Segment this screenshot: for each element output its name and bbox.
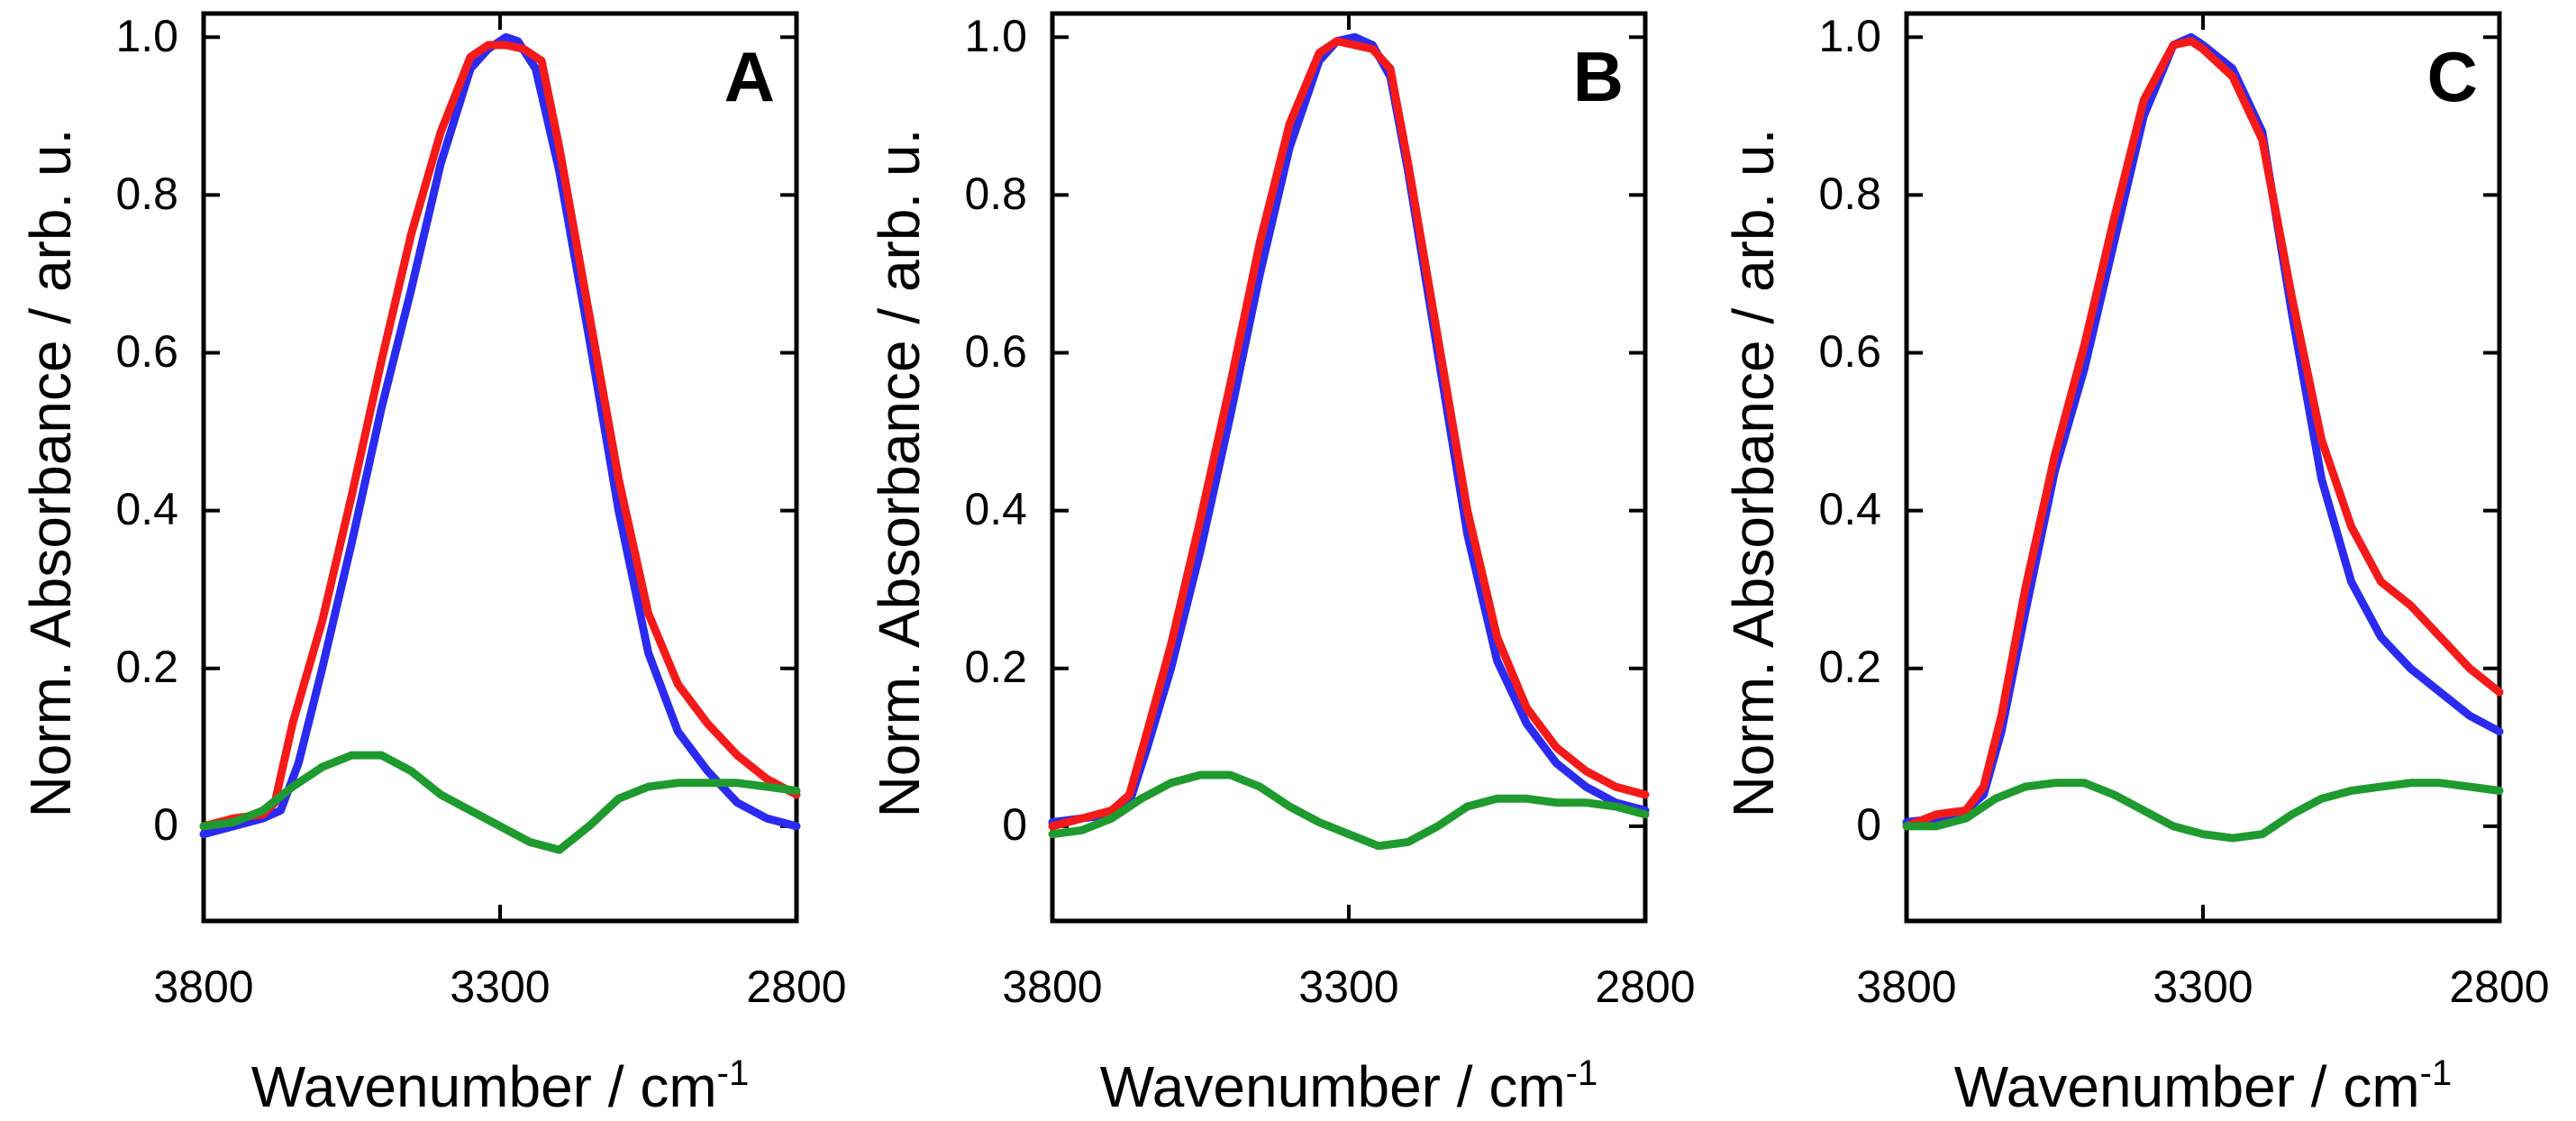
y-tick-labels-a: 0 0.2 0.4 0.6 0.8 1.0 (115, 11, 178, 850)
y-tick-label: 0.6 (115, 326, 178, 377)
x-tick-label: 3800 (1002, 962, 1102, 1012)
x-tick-labels-a: 3800 3300 2800 (153, 962, 846, 1012)
x-axis-title-b: Wavenumber / cm-1 (1100, 1053, 1597, 1119)
x-axis-title-sup-c: -1 (2420, 1053, 2453, 1093)
panel-c: C Norm. Absorbance / arb. u. Wavenumber … (1721, 11, 2550, 1119)
x-axis-title-sup-b: -1 (1566, 1053, 1598, 1093)
y-tick-label: 0.8 (964, 169, 1027, 219)
y-tick-label: 0.4 (1818, 484, 1881, 534)
y-tick-label: 0.2 (964, 642, 1027, 692)
y-tick-label: 0.2 (1818, 642, 1881, 692)
y-tick-label: 0.6 (964, 326, 1027, 377)
panel-letter-c: C (2427, 37, 2478, 116)
x-axis-title-sup-a: -1 (717, 1053, 750, 1093)
series-line-blue (1048, 32, 1650, 826)
panel-letter-b: B (1573, 37, 1624, 116)
x-tick-labels-c: 3800 3300 2800 (1856, 962, 2549, 1012)
panel-b: B Norm. Absorbance / arb. u. Wavenumber … (867, 11, 1696, 1119)
series-line-red (1902, 37, 2504, 831)
x-axis-title-text-c: Wavenumber / cm (1954, 1054, 2420, 1119)
y-tick-label: 1.0 (1818, 11, 1881, 61)
x-axis-title-a: Wavenumber / cm-1 (251, 1053, 749, 1119)
x-axis-title-text-b: Wavenumber / cm (1100, 1054, 1566, 1119)
panel-a: A Norm. Absorbance / arb. u. Wavenumber … (18, 11, 847, 1119)
x-tick-label: 3300 (1298, 962, 1398, 1012)
y-tick-label: 0.4 (115, 484, 178, 534)
y-axis-title-b: Norm. Absorbance / arb. u. (867, 129, 932, 818)
y-tick-label: 1.0 (964, 11, 1027, 61)
y-tick-label: 0.6 (1818, 326, 1881, 377)
x-tick-label: 2800 (1595, 962, 1695, 1012)
series-layer-a (199, 32, 801, 854)
y-tick-labels-b: 0 0.2 0.4 0.6 0.8 1.0 (964, 11, 1027, 850)
y-tick-label: 0 (1002, 799, 1027, 850)
series-line-green (199, 751, 801, 854)
y-tick-label: 1.0 (115, 11, 178, 61)
series-line-green (1902, 779, 2504, 843)
x-tick-label: 3300 (450, 962, 550, 1012)
x-tick-labels-b: 3800 3300 2800 (1002, 962, 1695, 1012)
y-tick-label: 0.4 (964, 484, 1027, 534)
y-tick-labels-c: 0 0.2 0.4 0.6 0.8 1.0 (1818, 11, 1881, 850)
panel-letter-a: A (724, 37, 775, 116)
x-axis-title-c: Wavenumber / cm-1 (1954, 1053, 2452, 1119)
y-tick-label: 0.8 (115, 169, 178, 219)
series-line-red (199, 41, 801, 831)
x-tick-label: 3800 (153, 962, 253, 1012)
series-layer-b (1048, 32, 1650, 851)
series-line-green (1048, 770, 1650, 851)
y-tick-label: 0.2 (115, 642, 178, 692)
x-tick-label: 3300 (2153, 962, 2253, 1012)
x-axis-title-text-a: Wavenumber / cm (251, 1054, 717, 1119)
series-line-red (1048, 37, 1650, 831)
y-axis-title-c: Norm. Absorbance / arb. u. (1721, 129, 1786, 818)
y-axis-title-a: Norm. Absorbance / arb. u. (18, 129, 83, 818)
y-tick-label: 0.8 (1818, 169, 1881, 219)
x-tick-label: 2800 (2449, 962, 2549, 1012)
plot-frame-b (1050, 11, 1648, 924)
tick-marks-a (202, 14, 798, 921)
x-tick-label: 3800 (1856, 962, 1956, 1012)
y-tick-label: 0 (1856, 799, 1881, 850)
x-tick-label: 2800 (746, 962, 846, 1012)
tick-marks-b (1051, 14, 1647, 921)
y-tick-label: 0 (153, 799, 178, 850)
series-line-blue (1902, 32, 2504, 826)
series-layer-c (1902, 32, 2504, 843)
